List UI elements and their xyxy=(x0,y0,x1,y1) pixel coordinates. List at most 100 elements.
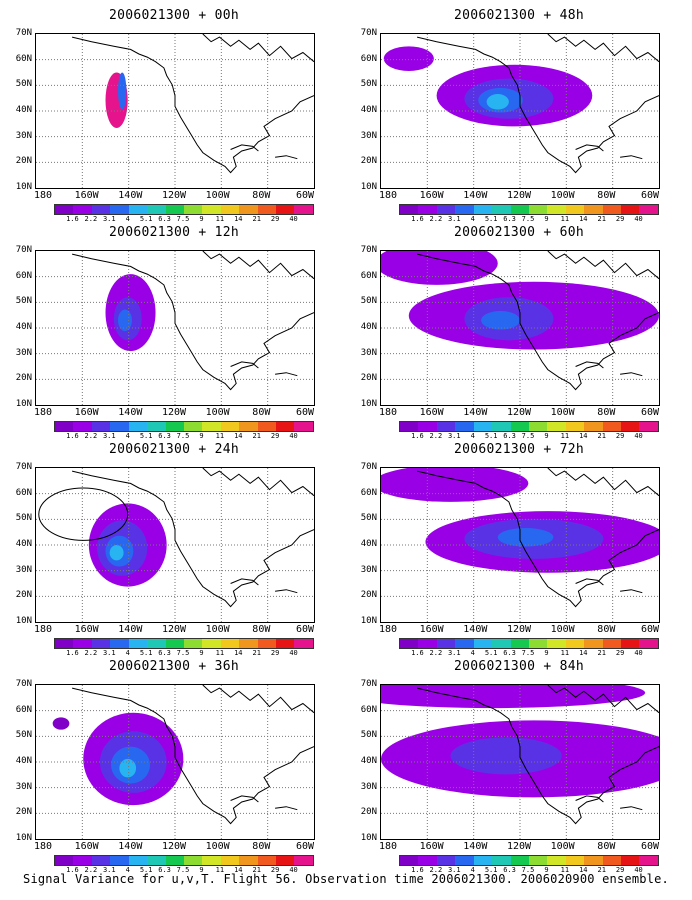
colorbar-label: 7.5 xyxy=(176,215,190,223)
colorbar-swatch xyxy=(418,205,437,214)
coastline-path xyxy=(620,589,643,594)
colorbar-swatch xyxy=(91,639,111,648)
x-tick-label: 160W xyxy=(74,841,99,852)
colorbar-swatch xyxy=(165,856,184,865)
colorbar-swatch xyxy=(276,205,295,214)
y-tick-label: 70N xyxy=(360,245,377,255)
y-tick-label: 20N xyxy=(15,807,32,818)
coastline-path xyxy=(275,372,298,377)
colorbar-swatch xyxy=(183,856,203,865)
colorbar-label: 29 xyxy=(615,866,625,874)
colorbar-label: 9 xyxy=(544,215,549,223)
colorbar-label: 29 xyxy=(615,649,625,657)
x-tick-label: 120W xyxy=(506,841,532,852)
colorbar-label: 7.5 xyxy=(521,866,535,874)
colorbar-label: 1.6 xyxy=(411,432,424,440)
x-tick-label: 60W xyxy=(295,407,315,418)
x-tick-label: 180 xyxy=(33,841,53,852)
colorbar-label: 5.1 xyxy=(139,649,153,657)
y-tick-label: 60N xyxy=(15,53,32,64)
colorbar-label: 21 xyxy=(252,866,261,874)
map-panel xyxy=(380,33,660,189)
map-plot xyxy=(381,251,659,405)
colorbar-swatch xyxy=(436,422,456,431)
colorbar-label: 21 xyxy=(597,649,606,657)
coastline-path xyxy=(416,470,659,608)
colorbar-swatch xyxy=(492,856,511,865)
panel-title: 2006021300 + 24h xyxy=(108,442,240,457)
colorbar-swatch xyxy=(202,422,221,431)
colorbar-label: 11 xyxy=(560,432,570,440)
colorbar-label: 9 xyxy=(199,649,204,657)
colorbar-label: 5.1 xyxy=(139,866,153,874)
colorbar-label: 6.3 xyxy=(158,866,171,874)
map-panel xyxy=(35,684,315,840)
y-tick-label: 50N xyxy=(15,513,32,524)
colorbar-swatch xyxy=(183,422,203,431)
y-tick-label: 40N xyxy=(360,756,377,766)
x-tick-label: 180 xyxy=(378,841,398,852)
colorbar-label: 2.2 xyxy=(429,866,443,874)
y-tick-label: 30N xyxy=(15,130,32,141)
variance-contour xyxy=(52,717,70,730)
colorbar-swatch xyxy=(621,205,640,214)
colorbar-swatch xyxy=(473,856,493,865)
x-tick-label: 140W xyxy=(463,841,488,852)
panel-title: 2006021300 + 60h xyxy=(453,225,585,240)
colorbar-label: 9 xyxy=(199,432,204,440)
colorbar-label: 3.1 xyxy=(102,866,116,874)
colorbar-swatch xyxy=(510,856,529,865)
panel-title: 2006021300 + 00h xyxy=(108,8,240,23)
x-tick-label: 100W xyxy=(205,624,230,635)
colorbar-label: 11 xyxy=(215,215,225,223)
colorbar-label: 3.1 xyxy=(447,215,461,223)
colorbar-swatch xyxy=(294,205,313,214)
colorbar-label: 21 xyxy=(252,215,261,223)
x-tick-label: 180 xyxy=(378,190,398,201)
x-tick-label: 60W xyxy=(295,624,315,635)
colorbar-swatch xyxy=(91,422,111,431)
colorbar-swatch xyxy=(455,856,474,865)
x-tick-label: 80W xyxy=(597,624,616,635)
colorbar-swatch xyxy=(239,205,258,214)
colorbar-label: 40 xyxy=(634,432,643,440)
colorbar-swatch xyxy=(128,205,148,214)
colorbar-label: 29 xyxy=(270,432,280,440)
y-tick-label: 10N xyxy=(360,182,377,192)
colorbar-swatch xyxy=(294,422,313,431)
colorbar-swatch xyxy=(294,639,313,648)
colorbar-swatch xyxy=(110,856,129,865)
colorbar-label: 14 xyxy=(234,215,243,223)
colorbar-label: 4 xyxy=(125,215,130,223)
colorbar-swatch xyxy=(602,205,622,214)
x-tick-label: 80W xyxy=(597,190,616,201)
coastline-path xyxy=(620,155,643,160)
x-tick-label: 180 xyxy=(378,407,398,418)
colorbar-swatch xyxy=(276,422,295,431)
colorbar-label: 4 xyxy=(470,215,475,223)
x-tick-label: 60W xyxy=(640,841,660,852)
y-tick-label: 40N xyxy=(15,756,32,766)
colorbar-label: 5.1 xyxy=(484,215,498,223)
colorbar-swatch xyxy=(147,856,166,865)
colorbar-swatch xyxy=(55,856,74,865)
colorbar-label: 11 xyxy=(560,649,570,657)
colorbar-label: 4 xyxy=(125,432,130,440)
colorbar-swatch xyxy=(294,856,313,865)
x-tick-label: 160W xyxy=(419,841,444,852)
map-plot xyxy=(381,468,659,622)
x-tick-label: 120W xyxy=(161,407,187,418)
map-plot xyxy=(36,468,314,622)
colorbar-label: 2.2 xyxy=(84,215,98,223)
colorbar-label: 7.5 xyxy=(176,866,190,874)
colorbar-swatch xyxy=(418,856,437,865)
colorbar-swatch xyxy=(202,205,221,214)
colorbar-label: 1.6 xyxy=(66,866,79,874)
variance-contour xyxy=(450,737,562,775)
panel-title: 2006021300 + 48h xyxy=(453,8,585,23)
colorbar-swatch xyxy=(492,422,511,431)
colorbar-label: 14 xyxy=(234,649,243,657)
colorbar-label: 2.2 xyxy=(84,432,98,440)
y-tick-label: 60N xyxy=(15,270,32,281)
colorbar-swatch xyxy=(400,205,419,214)
